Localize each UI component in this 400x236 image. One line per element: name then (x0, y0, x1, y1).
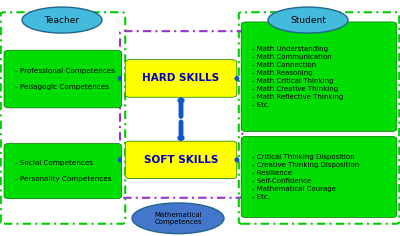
FancyBboxPatch shape (4, 143, 122, 199)
FancyBboxPatch shape (241, 136, 397, 218)
Ellipse shape (268, 7, 348, 33)
Text: Student: Student (290, 16, 326, 25)
Text: - Critical Thinking Disposition
- Creative Thinking Disposition
- Resilience
- S: - Critical Thinking Disposition - Creati… (252, 154, 359, 200)
FancyBboxPatch shape (4, 50, 122, 108)
FancyBboxPatch shape (125, 60, 237, 97)
Text: HARD SKILLS: HARD SKILLS (142, 73, 220, 84)
Text: Mathematical
Competences: Mathematical Competences (154, 212, 202, 225)
Text: SOFT SKILLS: SOFT SKILLS (144, 155, 218, 165)
Text: - Professional Competences

- Pedagogic Competences: - Professional Competences - Pedagogic C… (15, 68, 115, 90)
Text: Teacher: Teacher (44, 16, 80, 25)
Ellipse shape (132, 203, 224, 234)
Text: - Math Understanding
- Math Communication
- Math Connection
- Math Reasoning
- M: - Math Understanding - Math Communicatio… (252, 46, 343, 108)
FancyBboxPatch shape (241, 22, 397, 131)
Text: - Social Competences

- Personality Competences: - Social Competences - Personality Compe… (15, 160, 111, 182)
Ellipse shape (22, 7, 102, 33)
FancyBboxPatch shape (125, 141, 237, 179)
